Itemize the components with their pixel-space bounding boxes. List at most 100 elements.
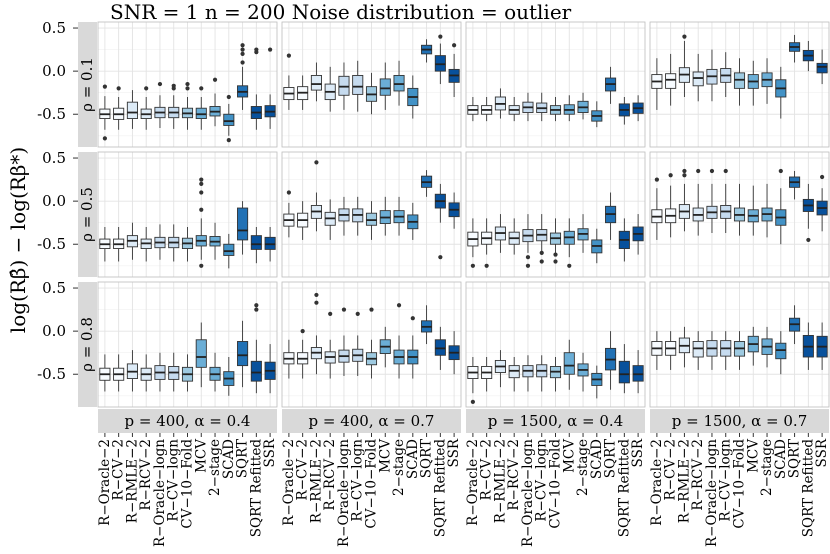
x-tick-label: R−CV−2 bbox=[663, 439, 679, 500]
column-strip bbox=[98, 409, 277, 433]
panel-border bbox=[465, 281, 646, 408]
outlier-point bbox=[553, 252, 558, 257]
panel-r2-c1 bbox=[97, 151, 278, 278]
column-strip bbox=[650, 409, 829, 433]
panel-border bbox=[465, 151, 646, 278]
outlier-point bbox=[199, 207, 204, 212]
x-tick-label: R−RMLE−2 bbox=[676, 439, 692, 523]
x-tick-label: R−Oracle−2 bbox=[97, 439, 113, 526]
x-tick-label: R−Oracle−logn bbox=[152, 439, 168, 547]
panel-border bbox=[281, 21, 462, 148]
outlier-point bbox=[286, 53, 291, 58]
column-strip-label: p = 1500, α = 0.7 bbox=[672, 412, 808, 430]
box-11 bbox=[237, 207, 249, 241]
box-12 bbox=[250, 235, 262, 250]
outlier-point bbox=[484, 263, 489, 268]
outlier-point bbox=[268, 47, 273, 52]
outlier-point bbox=[199, 190, 204, 195]
x-tick-label: R−CV−logn bbox=[350, 439, 366, 522]
x-tick-label: SQRT Refitted bbox=[616, 439, 632, 538]
outlier-point bbox=[452, 43, 457, 48]
y-tick-label: 0.5 bbox=[42, 279, 66, 297]
x-tick-label: R−CV−logn bbox=[534, 439, 550, 522]
box-8 bbox=[195, 339, 207, 368]
outlier-point bbox=[553, 259, 558, 264]
column-strip bbox=[466, 409, 645, 433]
y-tick-label: 0.0 bbox=[42, 322, 66, 340]
outlier-point bbox=[314, 292, 319, 298]
x-tick-label: SQRT bbox=[787, 439, 803, 478]
panel-border bbox=[281, 281, 462, 408]
outlier-point bbox=[102, 136, 107, 141]
panel-r3-c4 bbox=[649, 281, 830, 408]
x-tick-label: SQRT Refitted bbox=[248, 439, 264, 538]
x-tick-label: R−Oracle−2 bbox=[281, 439, 297, 526]
outlier-point bbox=[709, 168, 715, 174]
box-13 bbox=[816, 62, 828, 74]
outlier-point bbox=[171, 86, 176, 91]
outlier-point bbox=[525, 255, 531, 260]
outlier-point bbox=[668, 173, 673, 178]
box-10 bbox=[223, 113, 235, 126]
x-tick-label: R−RMLE−2 bbox=[492, 439, 508, 523]
outlier-point bbox=[654, 177, 659, 182]
x-tick-label: R−Oracle−logn bbox=[704, 439, 720, 547]
panel-r1-c1 bbox=[97, 21, 278, 148]
panel-r2-c2 bbox=[281, 151, 462, 278]
y-tick-label: 0.0 bbox=[42, 192, 66, 210]
outlier-point bbox=[199, 177, 204, 182]
y-tick-label: 0.5 bbox=[42, 19, 66, 37]
outlier-point bbox=[682, 173, 687, 178]
x-tick-label: SCAD bbox=[221, 439, 237, 479]
column-strip bbox=[282, 409, 461, 433]
outlier-point bbox=[369, 307, 374, 312]
outlier-point bbox=[723, 168, 728, 174]
row-strip bbox=[78, 282, 97, 407]
x-tick-label: R−RMLE−2 bbox=[308, 439, 324, 523]
outlier-point bbox=[185, 81, 190, 87]
outlier-point bbox=[820, 174, 825, 180]
x-tick-label: R−CV−2 bbox=[111, 439, 127, 500]
outlier-point bbox=[185, 86, 190, 91]
x-tick-label: SSR bbox=[814, 438, 830, 467]
outlier-point bbox=[199, 86, 204, 91]
outlier-point bbox=[199, 263, 204, 268]
y-tick-label: -0.5 bbox=[37, 365, 66, 383]
x-tick-label: SSR bbox=[262, 438, 278, 467]
row-strip bbox=[78, 22, 97, 147]
x-tick-label: SQRT bbox=[603, 439, 619, 478]
x-tick-label: R−RCV−2 bbox=[506, 439, 522, 511]
column-strip-label: p = 400, α = 0.7 bbox=[309, 412, 435, 430]
box-12 bbox=[618, 360, 630, 384]
box-6 bbox=[352, 74, 364, 95]
outlier-point bbox=[157, 81, 163, 87]
outlier-point bbox=[355, 311, 360, 316]
outlier-point bbox=[300, 329, 305, 334]
x-tick-label: R−CV−2 bbox=[295, 439, 311, 500]
x-tick-label: R−Oracle−logn bbox=[336, 439, 352, 547]
outlier-point bbox=[328, 311, 333, 316]
outlier-point bbox=[682, 34, 687, 39]
x-tick-label: R−CV−logn bbox=[718, 439, 734, 522]
panel-r3-c1 bbox=[97, 281, 278, 408]
x-tick-label: CV−10−Fold bbox=[364, 439, 380, 529]
outlier-point bbox=[567, 263, 572, 268]
x-tick-label: MCV bbox=[745, 439, 761, 473]
y-axis-label: log(Rβ̂) − log(Rβ*) bbox=[6, 147, 30, 333]
outlier-point bbox=[102, 84, 107, 89]
x-tick-label: R−CV−logn bbox=[166, 439, 182, 522]
outlier-point bbox=[470, 263, 475, 268]
x-tick-label: 2−stage bbox=[207, 439, 223, 496]
row-strip-label: ρ = 0.1 bbox=[78, 57, 96, 112]
outlier-point bbox=[341, 307, 347, 312]
outlier-point bbox=[240, 43, 245, 48]
outlier-point bbox=[199, 181, 204, 186]
outlier-point bbox=[438, 255, 443, 260]
y-tick-label: 0.5 bbox=[42, 149, 66, 167]
outlier-point bbox=[470, 399, 475, 404]
x-tick-label: R−RMLE−2 bbox=[124, 439, 140, 523]
chart-title: SNR = 1 n = 200 Noise distribution = out… bbox=[110, 0, 572, 24]
panel-border bbox=[97, 281, 278, 408]
box-2 bbox=[665, 73, 677, 89]
